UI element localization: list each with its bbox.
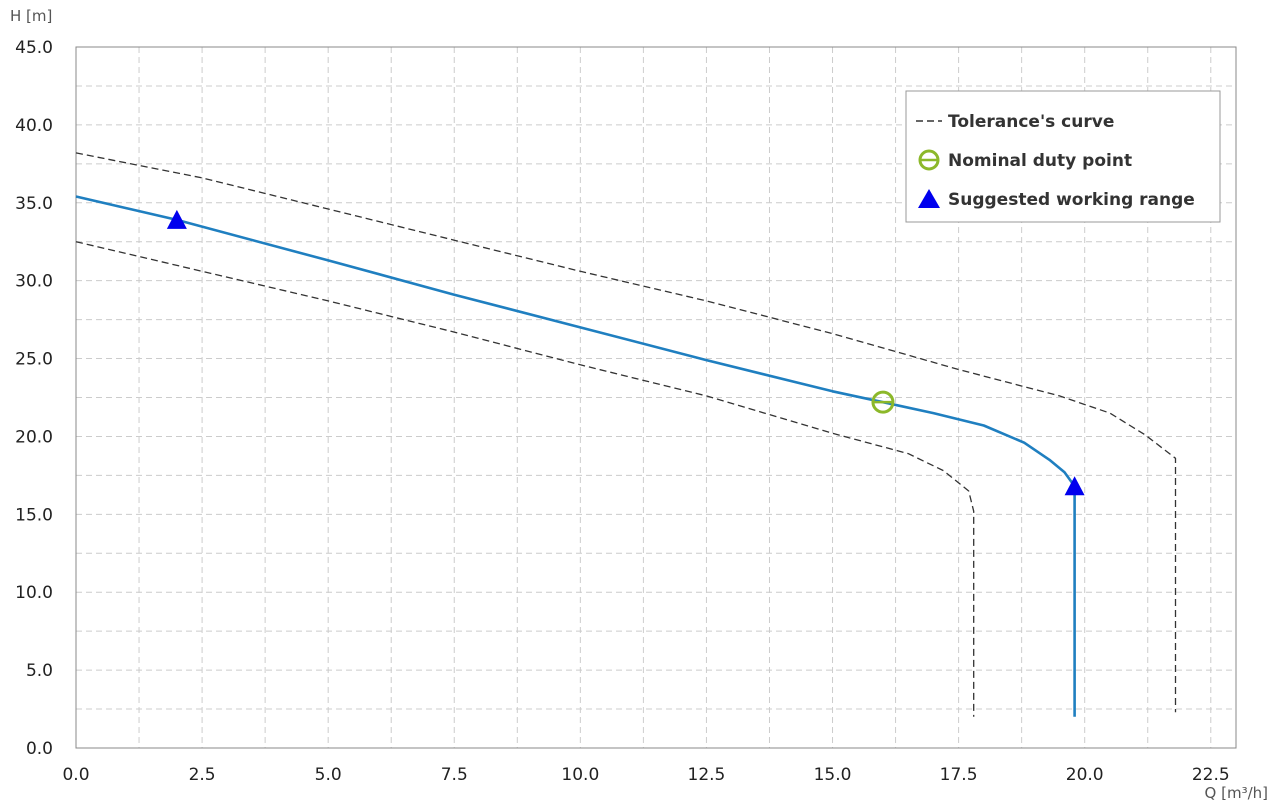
y-tick-label: 45.0 [15, 38, 53, 58]
x-tick-label: 12.5 [688, 765, 726, 785]
x-axis-label: Q [m³/h] [1205, 784, 1268, 802]
tolerance-curve-line [75, 152, 1177, 713]
legend-circle-icon [918, 149, 940, 171]
y-tick-label: 10.0 [15, 583, 53, 603]
y-tick-label: 30.0 [15, 272, 53, 292]
x-tick-label: 17.5 [940, 765, 978, 785]
x-tick-label: 22.5 [1192, 765, 1230, 785]
plot-frame [75, 46, 1237, 749]
x-tick-label: 20.0 [1066, 765, 1104, 785]
duty-point-marker [871, 390, 895, 414]
y-axis-label: H [m] [10, 7, 52, 25]
working-range-marker [166, 209, 187, 229]
axes-labels: H [m] Q [m³/h] [10, 7, 1268, 802]
y-tick-label: 35.0 [15, 194, 53, 214]
y-tick-label: 0.0 [26, 739, 53, 759]
x-tick-label: 15.0 [814, 765, 852, 785]
y-tick-label: 40.0 [15, 116, 53, 136]
legend-label-tolerance: Tolerance's curve [948, 112, 1114, 132]
legend-triangle-icon [918, 189, 940, 208]
x-tick-label: 0.0 [62, 765, 89, 785]
grid [76, 47, 1236, 748]
y-tick-label: 25.0 [15, 350, 53, 370]
tolerance-curve-line [75, 241, 975, 717]
x-tick-label: 10.0 [561, 765, 599, 785]
y-tick-label: 15.0 [15, 505, 53, 525]
legend-label-duty-point: Nominal duty point [948, 151, 1132, 171]
legend-label-working-range: Suggested working range [948, 190, 1195, 210]
x-tick-label: 5.0 [315, 765, 342, 785]
y-tick-label: 20.0 [15, 427, 53, 447]
legend-box [905, 90, 1221, 223]
x-tick-label: 2.5 [189, 765, 216, 785]
y-tick-label: 5.0 [26, 661, 53, 681]
x-tick-label: 7.5 [441, 765, 468, 785]
series-lines [75, 152, 1177, 717]
pump-curve-line [75, 195, 1076, 717]
legend: Tolerance's curve Nominal duty point Sug… [905, 90, 1221, 223]
markers [166, 209, 1085, 496]
tick-labels: 0.0 2.5 5.0 7.5 10.0 12.5 15.0 17.5 20.0 22.5 0.0 5… [15, 38, 1230, 785]
working-range-marker [1064, 476, 1085, 496]
